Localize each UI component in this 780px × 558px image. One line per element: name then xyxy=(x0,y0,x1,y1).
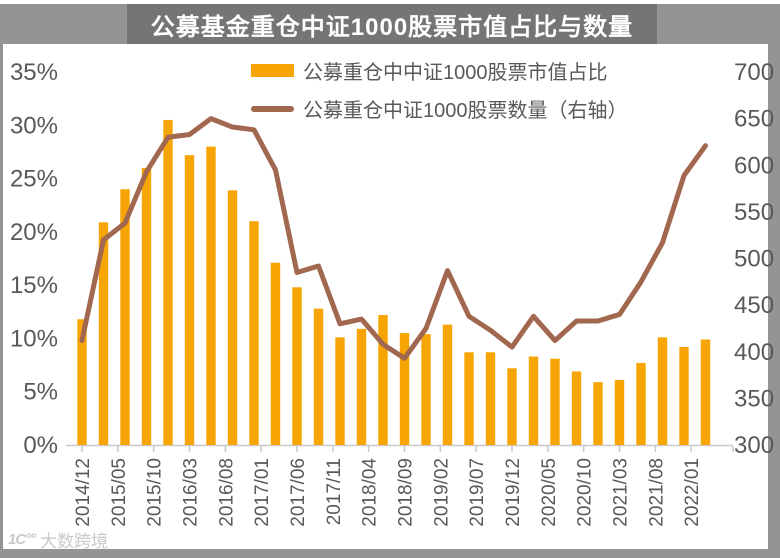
x-tick-label: 2014/12 xyxy=(73,458,94,527)
x-tick-label: 2022/01 xyxy=(682,458,703,527)
bar xyxy=(270,262,281,445)
legend-item-line: 公募重仓中证1000股票数量（右轴） xyxy=(251,94,628,123)
bar xyxy=(378,314,388,445)
bar xyxy=(442,324,453,445)
left-axis-label: 10% xyxy=(10,325,58,352)
right-axis-label: 400 xyxy=(734,339,774,366)
bar xyxy=(550,358,560,445)
bar xyxy=(679,346,689,445)
bar xyxy=(335,337,345,445)
bar xyxy=(657,337,668,445)
left-axis-label: 30% xyxy=(10,112,58,139)
line-series-swatch xyxy=(251,105,294,112)
x-tick-label: 2017/11 xyxy=(324,458,345,525)
bar xyxy=(141,167,152,445)
bar xyxy=(700,339,711,445)
bar xyxy=(184,155,195,445)
bar xyxy=(636,362,646,445)
bar xyxy=(249,221,259,445)
right-axis-label: 550 xyxy=(734,199,774,226)
x-tick-label: 2015/10 xyxy=(145,458,166,527)
x-tick-label: 2018/04 xyxy=(360,458,381,527)
frame-right xyxy=(768,4,780,558)
x-tick-label: 2018/09 xyxy=(396,458,417,527)
bar xyxy=(507,368,517,445)
chart-title: 公募基金重仓中证1000股票市值占比与数量 xyxy=(150,13,634,41)
x-tick-label: 2019/12 xyxy=(503,458,524,527)
x-tick-label: 2020/10 xyxy=(575,458,596,527)
left-axis-label: 15% xyxy=(10,272,58,299)
x-tick-label: 2017/06 xyxy=(288,458,309,527)
right-axis-label: 500 xyxy=(734,246,774,273)
right-axis-label: 600 xyxy=(734,152,774,179)
bar xyxy=(421,334,431,445)
bar xyxy=(292,287,302,445)
bar-series-swatch xyxy=(251,64,294,77)
watermark: 1C°° 大数跨境 xyxy=(8,527,108,552)
left-axis-label: 25% xyxy=(10,166,58,193)
left-axis-label: 35% xyxy=(10,59,58,86)
bar xyxy=(77,319,87,445)
legend-label-bar: 公募重仓中中证1000股票市值占比 xyxy=(303,62,608,84)
right-axis-label: 350 xyxy=(734,385,774,412)
watermark-text: 大数跨境 xyxy=(40,532,109,551)
x-tick-label: 2021/08 xyxy=(646,458,667,527)
bar xyxy=(120,189,130,445)
left-axis-label: 5% xyxy=(23,379,58,406)
x-tick-label: 2016/08 xyxy=(216,458,237,527)
x-tick-label: 2020/05 xyxy=(539,458,560,527)
legend-item-bar: 公募重仓中中证1000股票市值占比 xyxy=(251,56,628,85)
bar xyxy=(98,222,109,445)
bar xyxy=(571,371,582,445)
bar xyxy=(464,352,474,445)
right-axis-label: 450 xyxy=(734,292,774,319)
bar xyxy=(313,308,324,445)
chart-title-box: 公募基金重仓中证1000股票市值占比与数量 xyxy=(127,4,657,44)
x-tick-label: 2019/02 xyxy=(431,458,452,527)
x-tick-label: 2021/03 xyxy=(611,458,632,527)
frame-left xyxy=(0,4,3,558)
bar xyxy=(206,146,216,445)
x-tick-label: 2016/03 xyxy=(181,458,202,527)
bar xyxy=(528,356,539,445)
bar xyxy=(593,382,603,445)
bar xyxy=(356,328,367,445)
right-axis-label: 650 xyxy=(734,106,774,133)
bar xyxy=(163,119,173,445)
line-series xyxy=(79,116,709,361)
frame-bottom xyxy=(0,549,780,558)
legend: 公募重仓中中证1000股票市值占比 公募重仓中证1000股票数量（右轴） xyxy=(251,56,628,123)
bar xyxy=(614,379,625,445)
x-tick-label: 2017/01 xyxy=(252,458,273,527)
x-tick-label: 2019/07 xyxy=(467,458,488,527)
left-axis-label: 20% xyxy=(10,219,58,246)
x-tick-label: 2015/05 xyxy=(109,458,130,527)
left-axis-label: 0% xyxy=(23,432,58,459)
right-axis-label: 300 xyxy=(734,432,774,459)
right-axis-label: 700 xyxy=(734,59,774,86)
legend-label-line: 公募重仓中证1000股票数量（右轴） xyxy=(303,100,628,122)
bar xyxy=(227,190,238,445)
watermark-logo-icon: 1C°° xyxy=(8,531,36,548)
bar xyxy=(485,352,496,445)
bar xyxy=(399,333,410,445)
